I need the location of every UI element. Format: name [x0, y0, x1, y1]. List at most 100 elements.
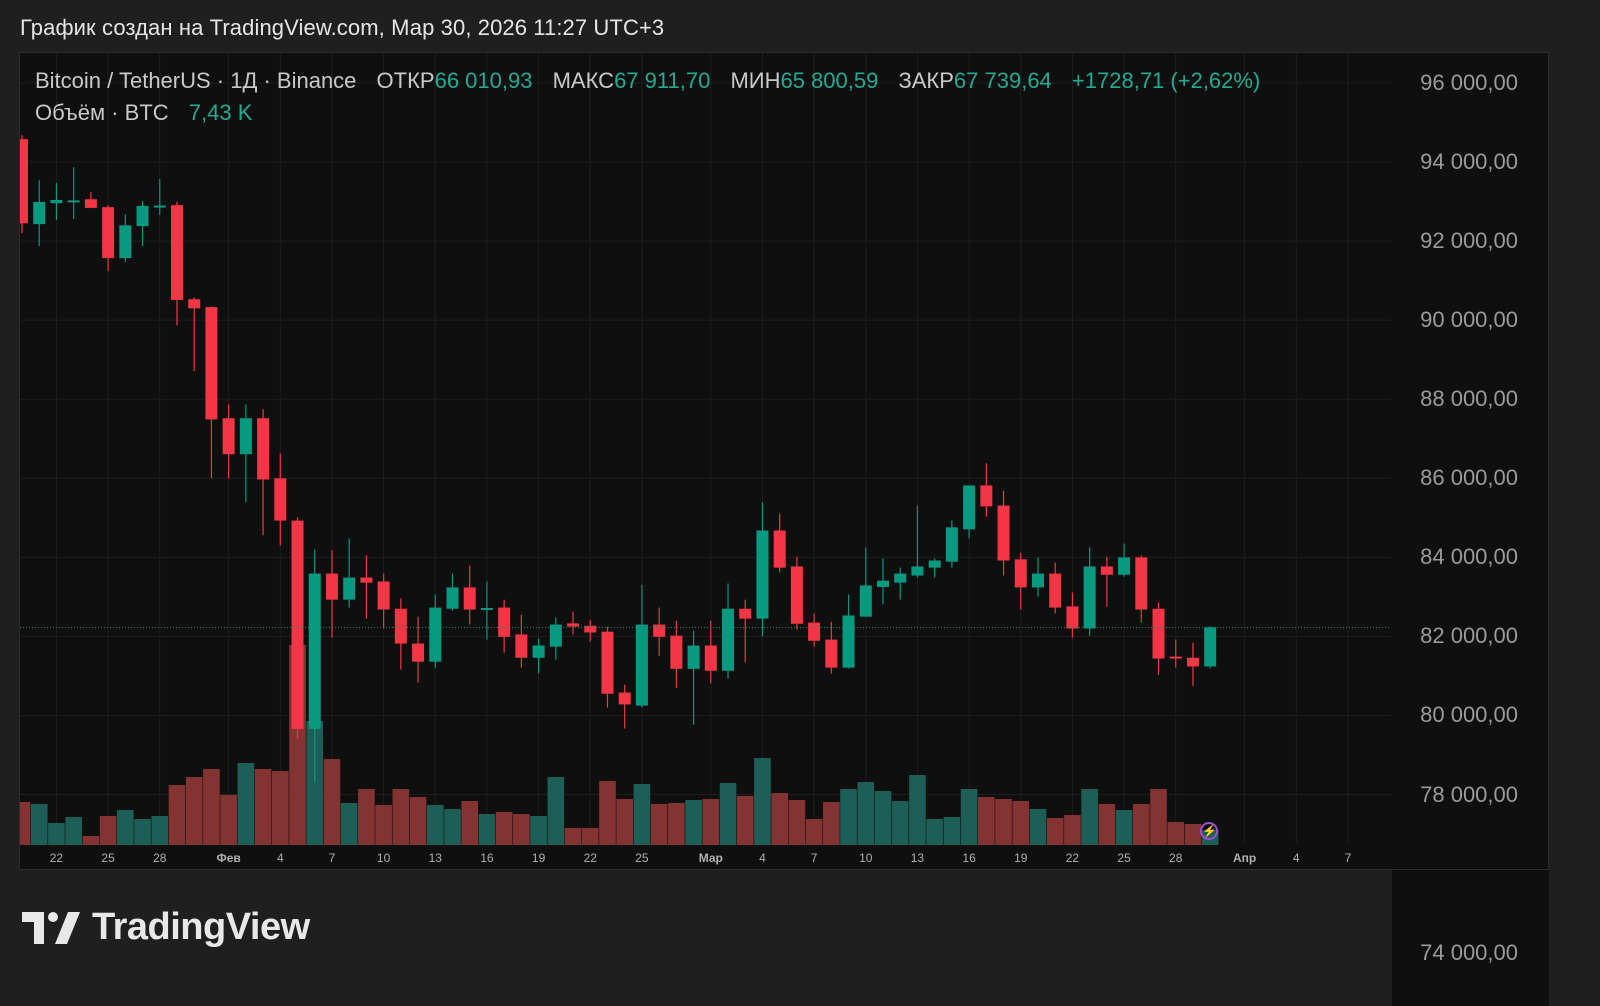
price-axis-label: 84 000,00	[1420, 544, 1518, 570]
candle-up	[945, 527, 958, 562]
candle-down	[170, 205, 183, 301]
candle-down	[274, 478, 287, 521]
candle-down	[704, 645, 717, 671]
time-axis-label: 16	[962, 851, 976, 865]
candle-down	[1186, 657, 1199, 667]
candle-down	[377, 581, 390, 610]
volume-label[interactable]: Объём · BTC	[35, 100, 169, 125]
volume-bar	[1046, 818, 1064, 845]
volume-bar	[599, 781, 616, 845]
volume-bar	[495, 812, 513, 845]
open-value: 66 010,93	[434, 68, 533, 93]
price-axis-label: 74 000,00	[1420, 939, 1518, 965]
volume-bar	[840, 789, 857, 845]
lightning-icon[interactable]: ⚡	[1200, 822, 1218, 840]
time-axis-label: 10	[859, 851, 873, 865]
candle-up	[859, 585, 872, 617]
candle-down	[515, 634, 528, 658]
volume-bar	[960, 789, 978, 845]
time-axis-label: 19	[1014, 851, 1028, 865]
volume-bar	[168, 785, 186, 845]
time-axis-label: 28	[153, 851, 167, 865]
candle-up	[756, 530, 769, 619]
candle-up	[429, 607, 442, 662]
volume-bar	[702, 799, 720, 845]
time-axis-label: 25	[101, 851, 115, 865]
time-axis-label: Мар	[698, 851, 723, 865]
logo-text: TradingView	[92, 906, 310, 948]
candle-up	[480, 607, 493, 610]
volume-bar	[254, 769, 272, 845]
time-axis-label: 4	[759, 851, 766, 865]
volume-bar	[788, 800, 806, 845]
volume-bar	[117, 810, 134, 845]
candle-up	[1083, 566, 1096, 629]
time-axis-label: 7	[1344, 851, 1352, 865]
time-axis-label: 22	[49, 851, 64, 865]
volume-bar	[1133, 804, 1150, 845]
candle-up	[33, 201, 46, 225]
volume-bar	[1081, 789, 1098, 845]
candle-down	[325, 573, 338, 600]
time-axis-label: 28	[1169, 851, 1183, 865]
candle-up	[722, 608, 735, 671]
volume-bar	[340, 803, 358, 845]
volume-bar	[650, 804, 668, 845]
candle-down	[1135, 557, 1148, 610]
volume-bar	[151, 816, 169, 845]
low-label: МИН	[730, 68, 781, 93]
time-axis-label: 4	[1292, 851, 1300, 865]
candle-up	[119, 225, 132, 259]
symbol-name[interactable]: Bitcoin / TetherUS · 1Д · Binance	[35, 68, 357, 93]
time-axis-label: 22	[583, 851, 597, 865]
time-axis-label: 13	[428, 851, 442, 865]
volume-bar	[358, 789, 375, 845]
volume-bar	[306, 721, 324, 845]
candle-down	[1049, 573, 1062, 608]
volume-bar	[1098, 804, 1116, 845]
time-axis-label: 10	[376, 851, 391, 865]
candle-up	[343, 577, 356, 600]
candle-down	[1066, 606, 1079, 629]
price-chart[interactable]	[0, 0, 1392, 870]
candle-down	[498, 607, 511, 637]
volume-bar	[99, 816, 117, 845]
candle-up	[842, 615, 855, 668]
volume-bar	[754, 758, 771, 845]
candle-up	[153, 205, 166, 208]
close-label: ЗАКР	[898, 68, 954, 93]
candle-up	[50, 200, 63, 204]
candle-down	[84, 199, 97, 208]
time-axis-label: 7	[328, 851, 336, 865]
volume-bar	[581, 828, 599, 845]
volume-bar	[1115, 810, 1133, 845]
chart-panel[interactable]	[19, 52, 1549, 870]
price-axis-label: 90 000,00	[1420, 307, 1518, 333]
time-axis-label: 19	[531, 851, 546, 865]
candle-down	[825, 639, 838, 668]
price-axis-label: 82 000,00	[1420, 623, 1518, 649]
time-axis-label: 4	[276, 851, 284, 865]
candle-up	[446, 587, 459, 609]
volume-bar	[20, 802, 31, 845]
volume-bar	[805, 819, 823, 845]
volume-bar	[185, 777, 203, 845]
candle-down	[412, 643, 425, 662]
volume-bar	[1150, 789, 1167, 845]
candle-down	[1014, 559, 1027, 588]
volume-bar	[530, 816, 547, 845]
time-axis-label: Апр	[1232, 851, 1257, 865]
price-axis-label: 88 000,00	[1420, 386, 1518, 412]
volume-bar	[30, 804, 48, 845]
volume-bar	[1012, 801, 1030, 845]
candle-down	[653, 624, 666, 637]
candle-up	[928, 560, 941, 568]
candle-down	[188, 299, 201, 309]
volume-bar	[444, 809, 461, 845]
candle-down	[997, 505, 1010, 561]
candle-up	[136, 205, 149, 227]
volume-bar	[1029, 809, 1047, 845]
time-axis-label: 13	[910, 851, 925, 865]
plot-area[interactable]	[14, 53, 1391, 870]
candle-down	[790, 566, 803, 624]
